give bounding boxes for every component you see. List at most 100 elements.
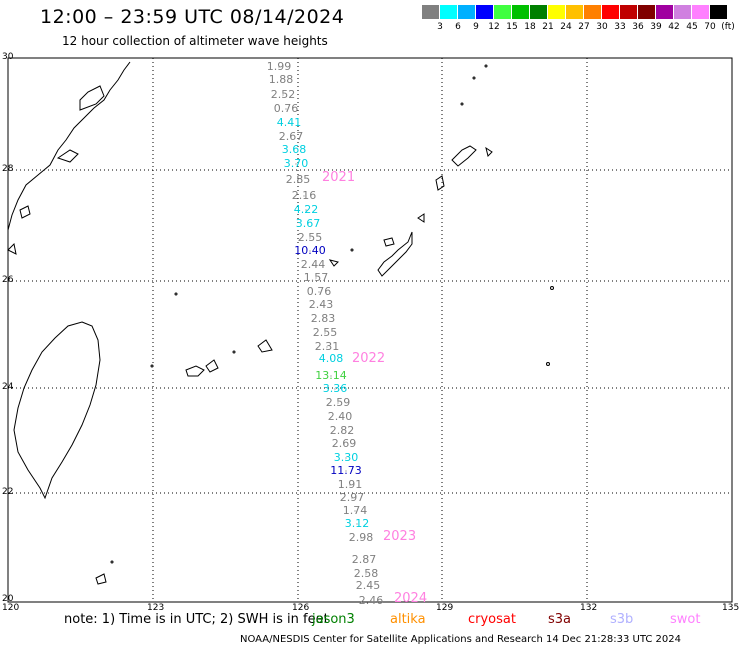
wave-height-value: 1.91	[337, 478, 363, 491]
wave-height-value: 1.74	[342, 504, 368, 517]
footer-credit: NOAA/NESDIS Center for Satellite Applica…	[240, 634, 682, 645]
track-point	[334, 388, 336, 390]
track-point	[307, 223, 309, 225]
legend-label: 36	[632, 22, 644, 32]
wave-height-value: 10.40	[294, 244, 326, 257]
wave-height-value: 3.30	[333, 451, 359, 464]
wave-height-value: 2.67	[278, 130, 304, 143]
note-text: note: 1) Time is in UTC; 2) SWH is in fe…	[64, 612, 329, 627]
wave-height-value: 2.46	[358, 594, 384, 607]
legend-swatch	[674, 5, 691, 19]
wave-height-value: 2.87	[351, 553, 377, 566]
legend-label: 21	[542, 22, 554, 32]
track-point	[305, 209, 307, 211]
track-point	[278, 66, 280, 68]
wave-height-value: 3.36	[322, 382, 348, 395]
legend-swatch	[494, 5, 511, 19]
track-point	[349, 484, 351, 486]
track-point	[318, 291, 320, 293]
wave-height-value: 4.22	[293, 203, 319, 216]
map-title: 12:00 – 23:59 UTC 08/14/2024	[40, 6, 345, 28]
track-points	[278, 66, 372, 602]
track-point	[337, 402, 339, 404]
track-point	[354, 510, 356, 512]
track-point	[330, 358, 332, 360]
legend-swatch	[638, 5, 655, 19]
legend-label: 9	[473, 22, 479, 32]
track-point	[312, 264, 314, 266]
wave-height-value: 3.70	[283, 157, 309, 170]
wave-height-value: 2.82	[329, 424, 355, 437]
track-point	[339, 416, 341, 418]
wave-height-value: 1.88	[268, 73, 294, 86]
year-label: 2021	[322, 170, 356, 185]
track-point	[324, 332, 326, 334]
legend-swatch	[476, 5, 493, 19]
wave-height-value: 2.59	[325, 396, 351, 409]
legend-label: 42	[668, 22, 680, 32]
track-point	[351, 497, 353, 499]
track-point	[285, 108, 287, 110]
wave-height-value: 2.44	[300, 258, 326, 271]
satellite-name: s3b	[610, 612, 634, 627]
okinawa-outline	[377, 231, 413, 277]
longitude-tick: 120	[2, 603, 20, 613]
latitude-tick: 22	[2, 487, 14, 497]
track-point	[320, 304, 322, 306]
track-point	[288, 122, 290, 124]
legend-label: 70	[704, 22, 716, 32]
legend-swatch	[620, 5, 637, 19]
satellite-name: s3a	[548, 612, 572, 627]
latitude-tick: 26	[2, 275, 14, 285]
satellite-name: jason3	[312, 612, 355, 627]
legend-label: 45	[686, 22, 698, 32]
track-point	[365, 573, 367, 575]
wave-height-value: 11.73	[330, 464, 362, 477]
yaeyama-outline	[185, 365, 205, 377]
legend-label: 27	[578, 22, 590, 32]
satellite-name: altika	[390, 612, 426, 627]
wave-height-value: 4.08	[318, 352, 344, 365]
track-point	[367, 585, 369, 587]
wave-height-value: 2.31	[314, 340, 340, 353]
legend-label: 18	[524, 22, 536, 32]
satellite-name: swot	[670, 612, 701, 627]
track-point	[370, 600, 372, 602]
wave-height-value: 2.55	[297, 231, 323, 244]
map-subtitle: 12 hour collection of altimeter wave hei…	[62, 34, 328, 48]
wave-height-value: 3.67	[295, 217, 321, 230]
graticule	[8, 58, 732, 602]
longitude-tick: 123	[147, 603, 165, 613]
track-point	[295, 163, 297, 165]
latitude-tick: 20	[2, 594, 14, 604]
track-point	[303, 195, 305, 197]
legend-swatch	[512, 5, 529, 19]
legend-label: 6	[455, 22, 461, 32]
wave-height-value: 2.83	[310, 312, 336, 325]
wave-height-value: 2.16	[291, 189, 317, 202]
track-point	[343, 443, 345, 445]
legend-label: 33	[614, 22, 626, 32]
legend-label: 15	[506, 22, 518, 32]
legend-swatch	[602, 5, 619, 19]
satellite-name: cryosat	[468, 612, 516, 627]
latitude-tick: 28	[2, 164, 14, 174]
wave-height-value: 2.40	[327, 410, 353, 423]
map-frame	[7, 57, 733, 603]
track-point	[360, 537, 362, 539]
legend-label: 24	[560, 22, 572, 32]
wave-height-value: 2.98	[348, 531, 374, 544]
legend-swatch	[566, 5, 583, 19]
wave-height-value: 2.97	[339, 491, 365, 504]
longitude-tick: 126	[292, 603, 310, 613]
track-point	[330, 375, 332, 377]
track-point	[297, 179, 299, 181]
year-label: 2022	[352, 351, 386, 366]
wave-height-value: 0.76	[306, 285, 332, 298]
year-label: 2023	[383, 529, 417, 544]
wave-height-value: 1.99	[266, 60, 292, 73]
legend-label: 3	[437, 22, 443, 32]
longitude-tick: 129	[436, 603, 454, 613]
wave-height-value: 0.76	[273, 102, 299, 115]
legend-label: (ft)	[721, 22, 735, 32]
